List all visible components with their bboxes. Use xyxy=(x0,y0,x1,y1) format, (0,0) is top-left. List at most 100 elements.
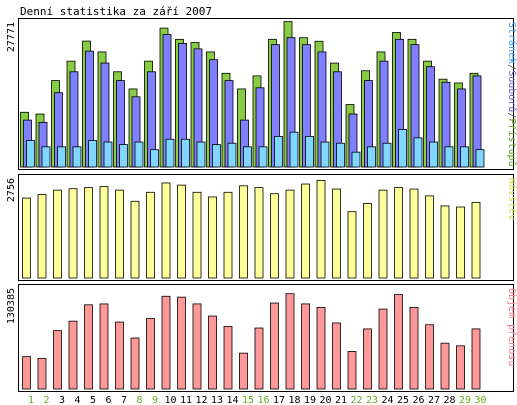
bar-requests-Stránek-22 xyxy=(351,151,361,168)
bar-requests-Stránek-2 xyxy=(41,146,51,168)
bar-requests-Stránek-13 xyxy=(212,144,221,168)
bar-traffic-Objem přenosu-22 xyxy=(347,351,357,390)
day-label-11: 11 xyxy=(180,395,192,405)
legend-entry: / xyxy=(506,64,517,70)
bar-traffic-Objem přenosu-26 xyxy=(409,306,419,390)
bar-visits-Návštěv-30 xyxy=(471,201,481,279)
bar-requests-Stránek-19 xyxy=(305,135,314,168)
bar-visits-Návštěv-13 xyxy=(208,196,217,279)
legend-entry: Souborů xyxy=(506,70,517,112)
day-label-21: 21 xyxy=(335,395,347,405)
bar-traffic-Objem přenosu-1 xyxy=(22,356,31,390)
bar-requests-Stránek-1 xyxy=(26,140,35,168)
series-Návštěv xyxy=(22,180,481,279)
day-label-2: 2 xyxy=(43,395,49,405)
day-label-13: 13 xyxy=(211,395,223,405)
panel-traffic: 130385 Objem přenosu xyxy=(6,284,517,392)
bar-traffic-Objem přenosu-6 xyxy=(99,303,109,390)
bar-visits-Návštěv-5 xyxy=(84,187,93,279)
day-label-1: 1 xyxy=(28,395,34,405)
bar-requests-Stránek-14 xyxy=(227,142,237,168)
bar-visits-Návštěv-16 xyxy=(254,187,264,279)
bar-traffic-Objem přenosu-28 xyxy=(440,342,450,390)
bar-traffic-Objem přenosu-30 xyxy=(471,328,481,390)
panel-visits: 2756 Návštěv xyxy=(6,174,517,281)
bar-visits-Návštěv-14 xyxy=(223,191,233,279)
bar-traffic-Objem přenosu-25 xyxy=(394,294,403,390)
day-label-15: 15 xyxy=(242,395,254,405)
day-label-3: 3 xyxy=(59,395,65,405)
day-label-5: 5 xyxy=(90,395,96,405)
bar-requests-Stránek-7 xyxy=(119,144,128,168)
bar-traffic-Objem přenosu-2 xyxy=(37,357,47,390)
bar-traffic-Objem přenosu-20 xyxy=(316,306,326,390)
bar-visits-Návštěv-11 xyxy=(177,184,186,279)
bar-visits-Návštěv-21 xyxy=(332,188,341,279)
bar-requests-Stránek-27 xyxy=(429,141,438,168)
bar-traffic-Objem přenosu-16 xyxy=(254,327,264,390)
day-label-7: 7 xyxy=(121,395,127,405)
bar-visits-Návštěv-27 xyxy=(425,195,434,279)
bar-traffic-Objem přenosu-13 xyxy=(208,315,217,390)
bar-requests-Stránek-18 xyxy=(289,131,299,168)
day-label-22: 22 xyxy=(350,395,362,405)
bar-visits-Návštěv-15 xyxy=(239,185,248,279)
bar-visits-Návštěv-20 xyxy=(316,180,326,279)
day-label-24: 24 xyxy=(381,395,393,405)
day-label-27: 27 xyxy=(428,395,440,405)
bar-visits-Návštěv-4 xyxy=(68,188,78,279)
side-legend: Stránek/Souborů/Přístupů xyxy=(506,22,517,167)
bar-requests-Stránek-6 xyxy=(103,141,113,168)
x-axis-day-labels: 1 2 3 4 5 6 7 8 9 10 11 12 13 14 15 16 17 18 19 20 21 22 23 24 2… xyxy=(28,395,487,405)
day-label-14: 14 xyxy=(226,395,238,405)
bar-requests-Stránek-11 xyxy=(181,138,190,168)
day-label-19: 19 xyxy=(304,395,316,405)
bar-requests-Stránek-30 xyxy=(475,149,485,168)
bar-traffic-Objem přenosu-24 xyxy=(378,308,388,390)
bar-requests-Stránek-8 xyxy=(134,141,144,168)
day-label-16: 16 xyxy=(257,395,269,405)
bar-visits-Návštěv-29 xyxy=(456,206,465,279)
bar-traffic-Objem přenosu-7 xyxy=(115,321,124,390)
bar-visits-Návštěv-23 xyxy=(363,203,372,279)
legend-entry: Objem přenosu xyxy=(506,288,517,366)
day-label-20: 20 xyxy=(319,395,331,405)
bar-requests-Stránek-29 xyxy=(460,146,469,168)
bar-requests-Stránek-24 xyxy=(382,142,392,168)
day-label-8: 8 xyxy=(136,395,142,405)
bar-traffic-Objem přenosu-21 xyxy=(332,322,341,390)
chart-title: Denní statistika za září 2007 xyxy=(20,5,212,18)
day-label-25: 25 xyxy=(397,395,409,405)
bar-visits-Návštěv-25 xyxy=(394,187,403,279)
bar-traffic-Objem přenosu-17 xyxy=(270,302,279,390)
bar-traffic-Objem přenosu-8 xyxy=(130,337,140,390)
bar-requests-Stránek-10 xyxy=(165,138,175,168)
bar-visits-Návštěv-22 xyxy=(347,211,357,279)
legend-entry: Návštěv xyxy=(506,178,517,220)
bar-requests-Stránek-21 xyxy=(336,142,345,168)
series-Objem přenosu xyxy=(22,293,481,390)
day-label-18: 18 xyxy=(288,395,300,405)
day-label-12: 12 xyxy=(195,395,207,405)
day-label-9: 9 xyxy=(152,395,158,405)
panel-requests: 27771 Stránek/Souborů/Přístupů xyxy=(6,18,517,170)
legend-entry: Stránek xyxy=(506,22,517,64)
bar-traffic-Objem přenosu-14 xyxy=(223,326,233,390)
day-label-10: 10 xyxy=(164,395,176,405)
day-label-26: 26 xyxy=(412,395,424,405)
bar-visits-Návštěv-24 xyxy=(378,189,388,279)
bar-visits-Návštěv-10 xyxy=(161,182,171,279)
day-label-30: 30 xyxy=(474,395,486,405)
bar-traffic-Objem přenosu-19 xyxy=(301,303,310,390)
bar-requests-Stránek-15 xyxy=(243,146,252,168)
side-legend: Návštěv xyxy=(506,178,517,220)
bar-visits-Návštěv-12 xyxy=(192,191,202,279)
bar-traffic-Objem přenosu-3 xyxy=(53,330,62,390)
bar-requests-Stránek-28 xyxy=(444,146,454,168)
bar-requests-Stránek-26 xyxy=(413,137,423,168)
y-max-label: 130385 xyxy=(6,288,17,324)
side-legend: Objem přenosu xyxy=(506,288,517,366)
bar-traffic-Objem přenosu-29 xyxy=(456,345,465,390)
series-Souborů xyxy=(23,34,482,168)
bar-requests-Stránek-25 xyxy=(398,129,407,168)
